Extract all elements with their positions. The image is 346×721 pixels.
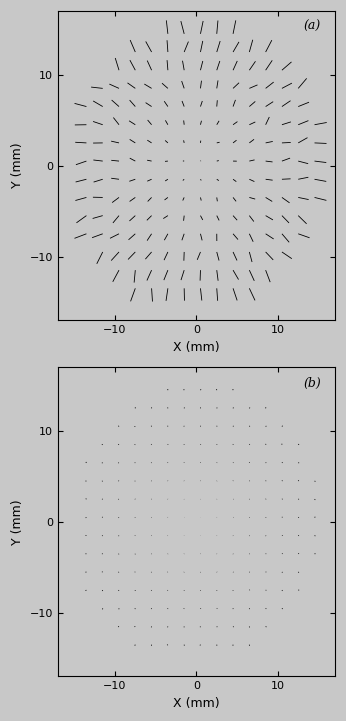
Y-axis label: Y (mm): Y (mm) — [11, 499, 24, 545]
X-axis label: X (mm): X (mm) — [173, 697, 220, 710]
Y-axis label: Y (mm): Y (mm) — [11, 143, 24, 188]
Text: (a): (a) — [304, 20, 321, 33]
Text: (b): (b) — [303, 376, 321, 390]
X-axis label: X (mm): X (mm) — [173, 340, 220, 353]
